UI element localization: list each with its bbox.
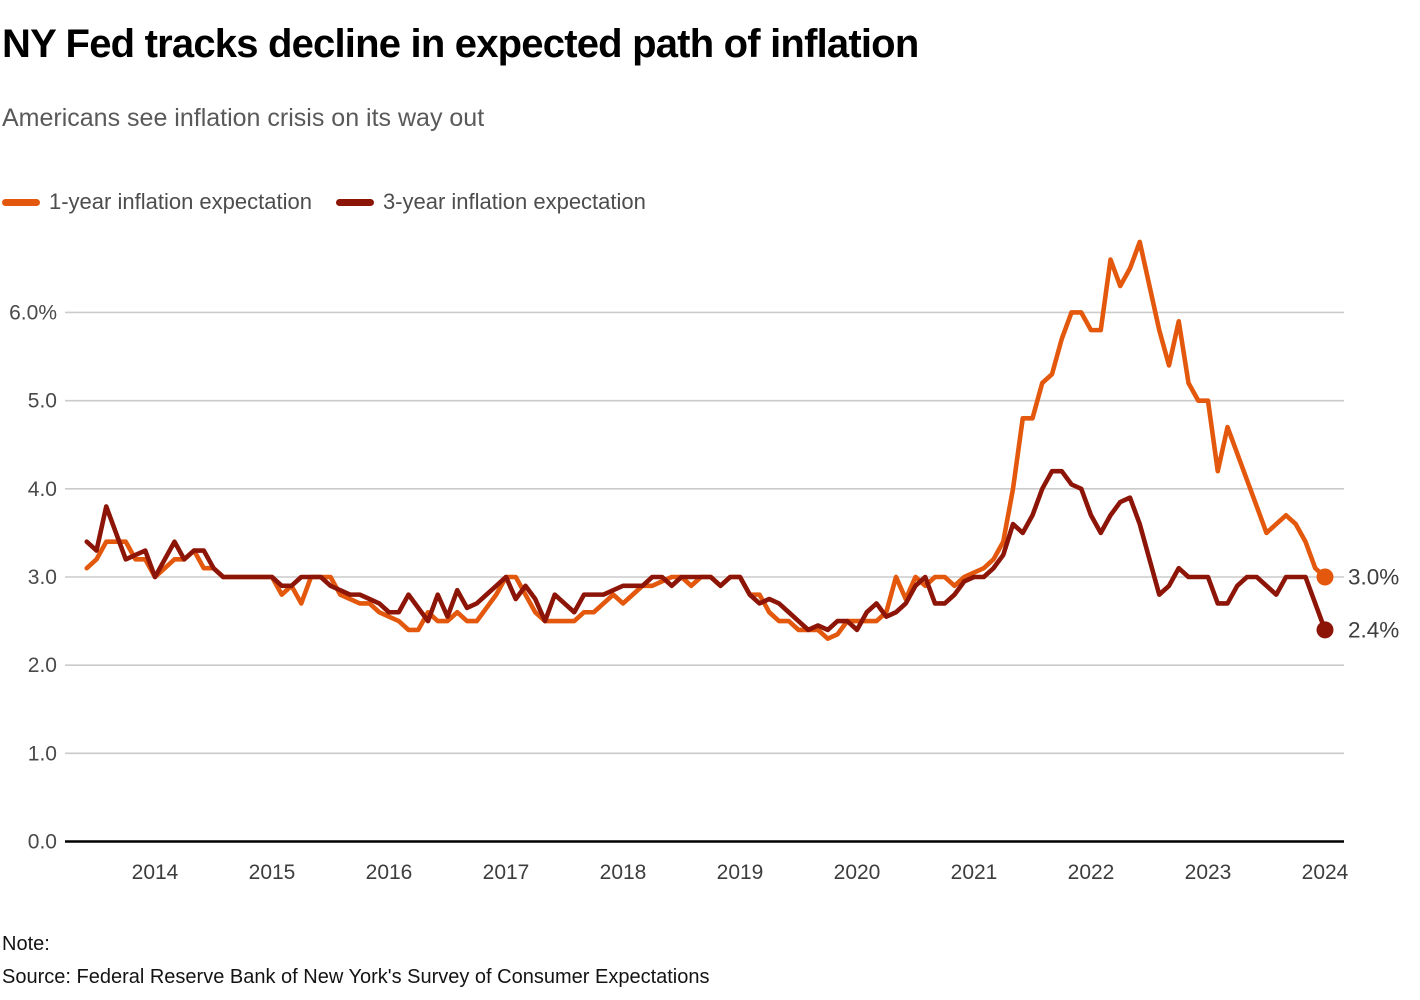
series-end-dot-3-year <box>1316 621 1334 639</box>
x-tick-label: 2015 <box>249 861 296 884</box>
x-tick-label: 2016 <box>366 861 413 884</box>
x-tick-label: 2020 <box>834 861 881 884</box>
legend-label-1-year: 1-year inflation expectation <box>49 189 312 214</box>
y-tick-label: 6.0% <box>9 301 57 324</box>
chart-source: Source: Federal Reserve Bank of New York… <box>2 966 710 988</box>
x-tick-label: 2024 <box>1302 861 1349 884</box>
x-tick-label: 2014 <box>132 861 179 884</box>
page-title: NY Fed tracks decline in expected path o… <box>2 22 919 66</box>
series-end-label-1-year: 3.0% <box>1348 564 1399 589</box>
legend-item-3-year: 3-year inflation expectation <box>335 189 646 215</box>
y-tick-label: 4.0 <box>28 478 57 501</box>
chart-subtitle: Americans see inflation crisis on its wa… <box>2 104 485 132</box>
x-tick-label: 2023 <box>1185 861 1232 884</box>
series-end-dot-1-year <box>1316 568 1334 586</box>
x-tick-label: 2018 <box>600 861 647 884</box>
chart-legend: 1-year inflation expectation 3-year infl… <box>2 189 646 215</box>
y-tick-label: 5.0 <box>28 390 57 413</box>
x-tick-label: 2021 <box>951 861 998 884</box>
series-line-3-year <box>84 468 1328 633</box>
x-tick-label: 2019 <box>717 861 764 884</box>
x-tick-label: 2017 <box>483 861 530 884</box>
legend-swatch-1-year-icon <box>2 198 40 206</box>
legend-swatch-3-year-icon <box>335 198 374 206</box>
x-tick-label: 2022 <box>1068 861 1115 884</box>
y-tick-label: 1.0 <box>28 742 57 765</box>
y-tick-label: 0.0 <box>28 831 57 854</box>
legend-item-1-year: 1-year inflation expectation <box>2 189 312 215</box>
legend-label-3-year: 3-year inflation expectation <box>382 189 646 214</box>
series-end-label-3-year: 2.4% <box>1348 617 1399 642</box>
chart-note: Note: <box>2 933 50 955</box>
y-tick-label: 3.0 <box>28 566 57 589</box>
y-tick-label: 2.0 <box>28 654 57 677</box>
